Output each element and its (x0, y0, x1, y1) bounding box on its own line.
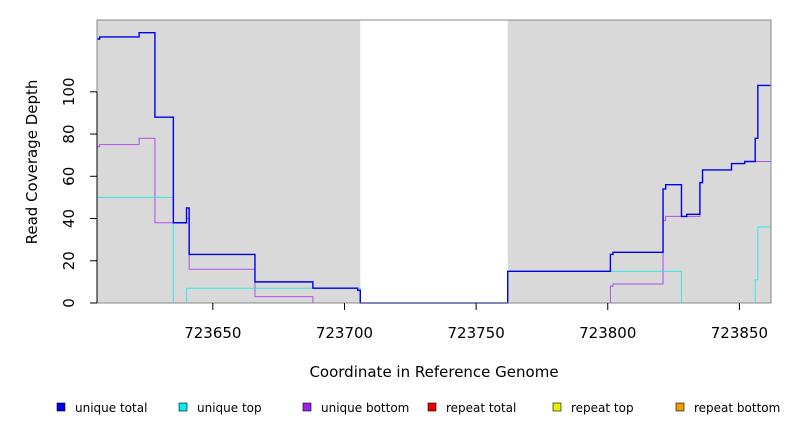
legend-label: unique top (197, 401, 262, 415)
shaded-region-1 (97, 20, 360, 303)
y-tick-label: 0 (60, 298, 78, 308)
x-tick-label: 723800 (579, 324, 636, 342)
legend-label: repeat total (446, 401, 516, 415)
legend-swatch (179, 403, 187, 411)
x-axis: 723650 723700 723750 723800 723850 (184, 303, 768, 342)
x-tick-label: 723700 (316, 324, 373, 342)
legend-item-repeat-top: repeat top (553, 401, 634, 415)
legend-item-unique-bottom: unique bottom (303, 401, 409, 415)
plot-background (97, 20, 771, 303)
y-tick-label: 20 (60, 251, 78, 270)
legend-swatch (57, 403, 65, 411)
x-tick-label: 723750 (447, 324, 504, 342)
x-tick-label: 723650 (184, 324, 241, 342)
legend-item-unique-top: unique top (179, 401, 262, 415)
x-tick-label: 723850 (711, 324, 768, 342)
legend-item-repeat-total: repeat total (428, 401, 516, 415)
y-tick-label: 60 (60, 167, 78, 186)
y-axis-title: Read Coverage Depth (23, 80, 41, 245)
y-tick-label: 40 (60, 209, 78, 228)
legend-swatch (676, 403, 684, 411)
x-axis-title: Coordinate in Reference Genome (309, 363, 558, 381)
y-tick-label: 80 (60, 124, 78, 143)
legend-label: unique bottom (321, 401, 409, 415)
shaded-region-2 (508, 20, 771, 303)
legend-label: repeat bottom (694, 401, 780, 415)
y-axis: 0 20 40 60 80 100 (60, 77, 97, 307)
legend-item-unique-total: unique total (57, 401, 147, 415)
legend-swatch (303, 403, 311, 411)
legend-label: unique total (75, 401, 147, 415)
legend-item-repeat-bottom: repeat bottom (676, 401, 780, 415)
y-tick-label: 100 (60, 77, 78, 106)
legend: unique total unique top unique bottom repea… (57, 401, 780, 415)
legend-swatch (553, 403, 561, 411)
legend-swatch (428, 403, 436, 411)
legend-label: repeat top (571, 401, 634, 415)
